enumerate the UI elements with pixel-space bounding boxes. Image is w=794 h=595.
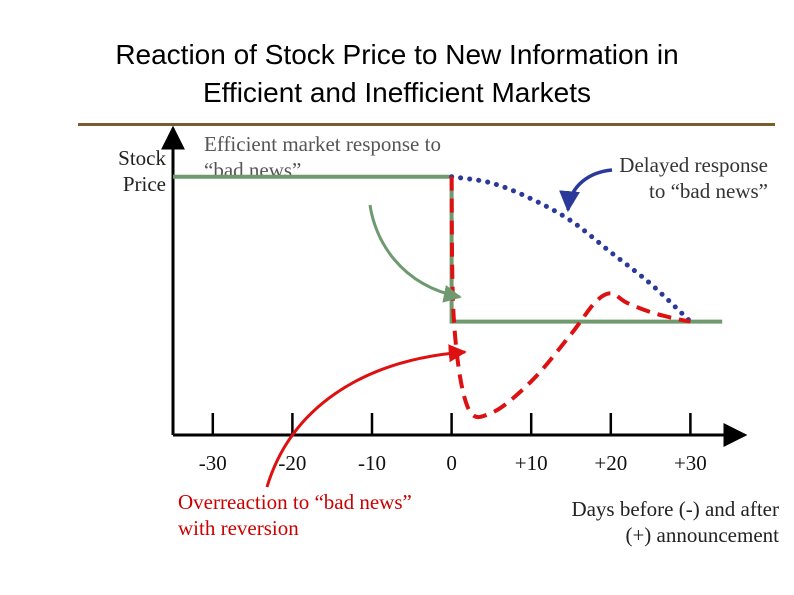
x-tick-label: +20 bbox=[594, 451, 628, 475]
chart-title: Reaction of Stock Price to New Informati… bbox=[0, 36, 794, 112]
x-ticks bbox=[211, 413, 692, 435]
x-axis-label-line-1: Days before (-) and after bbox=[571, 497, 779, 521]
series-overreaction-line bbox=[449, 176, 691, 420]
x-axis-label: Days before (-) and after (+) announceme… bbox=[571, 496, 779, 548]
overreaction-annotation-line-2: with reversion bbox=[178, 516, 299, 540]
y-axis-label: Stock Price bbox=[118, 145, 166, 197]
efficient-pointer-arrow bbox=[368, 204, 462, 303]
overreaction-annotation: Overreaction to “bad news” with reversio… bbox=[178, 489, 412, 541]
x-tick-label: +30 bbox=[673, 451, 707, 475]
delayed-annotation: Delayed response to “bad news” bbox=[619, 152, 768, 204]
overreaction-pointer-arrow bbox=[265, 344, 467, 488]
x-tick-label: +10 bbox=[514, 451, 548, 475]
overreaction-annotation-line-1: Overreaction to “bad news” bbox=[178, 490, 412, 514]
delayed-annotation-line-2: to “bad news” bbox=[649, 179, 768, 203]
x-tick-label: -30 bbox=[198, 451, 227, 475]
chart-title-line-1: Reaction of Stock Price to New Informati… bbox=[115, 39, 679, 70]
y-axis-label-line-2: Price bbox=[122, 172, 166, 196]
delayed-pointer-arrow bbox=[559, 168, 613, 213]
series-delayed-line bbox=[449, 174, 693, 325]
delayed-annotation-line-1: Delayed response bbox=[619, 153, 768, 177]
efficient-annotation-line-1: Efficient market response to bbox=[204, 132, 441, 156]
x-axis-label-line-2: (+) announcement bbox=[625, 523, 779, 547]
x-tick-label: 0 bbox=[446, 451, 457, 475]
title-divider bbox=[78, 123, 775, 126]
series-efficient-line bbox=[173, 174, 723, 324]
x-tick-label: -10 bbox=[358, 451, 386, 475]
y-axis-label-line-1: Stock bbox=[118, 146, 166, 170]
x-tick-label: -20 bbox=[278, 451, 307, 475]
chart-title-line-2: Efficient and Inefficient Markets bbox=[202, 77, 592, 108]
